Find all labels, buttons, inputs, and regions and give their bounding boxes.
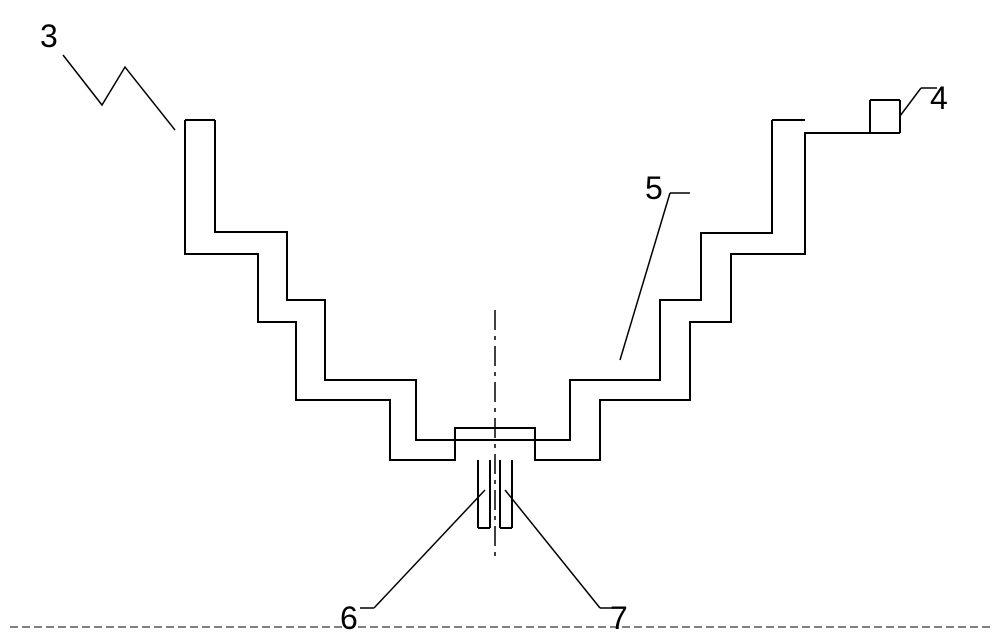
label-3: 3 (40, 18, 58, 55)
leader-4 (900, 88, 921, 116)
inner-profile (215, 120, 772, 440)
label-7: 7 (610, 600, 628, 637)
label-4: 4 (930, 80, 948, 117)
leader-6 (374, 490, 485, 608)
label-6: 6 (340, 600, 358, 637)
leader-7 (505, 490, 600, 608)
leader-5 (620, 193, 670, 360)
leader-3 (63, 55, 175, 130)
label-5: 5 (645, 170, 663, 207)
diagram-svg (0, 0, 1000, 633)
